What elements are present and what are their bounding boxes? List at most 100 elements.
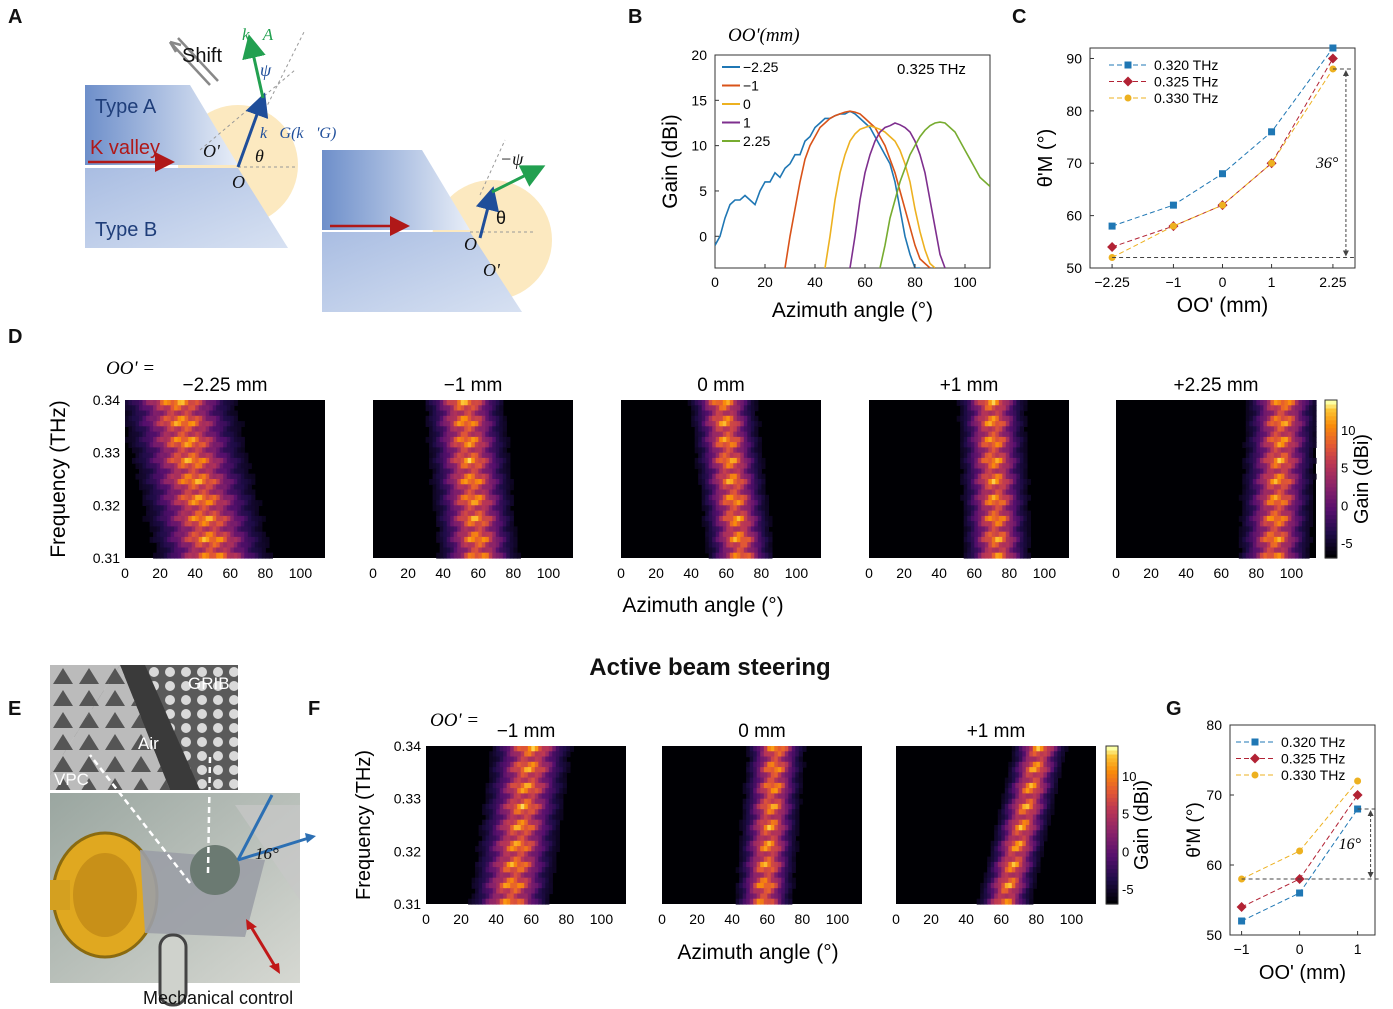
legend-entry: 2.25 xyxy=(743,133,770,149)
x-tick-label: 100 xyxy=(289,565,313,581)
y-tick-label: 0.31 xyxy=(93,550,120,566)
x-tick-label: 40 xyxy=(488,911,504,927)
heatmap-title: −1 mm xyxy=(497,721,556,742)
y-tick-label: 50 xyxy=(1206,927,1222,943)
x-tick-label: 0 xyxy=(658,911,666,927)
series-line xyxy=(1112,59,1333,248)
x-tick-label: 0 xyxy=(121,565,129,581)
lead-label: OO' = xyxy=(106,358,155,379)
y-tick-label: 5 xyxy=(699,183,707,199)
x-tick-label: 60 xyxy=(222,565,238,581)
data-point xyxy=(1329,45,1336,52)
x-tick-label: 40 xyxy=(435,565,451,581)
x-tick-label: 60 xyxy=(470,565,486,581)
data-point xyxy=(1170,202,1177,209)
o-prime-label-2: O' xyxy=(483,260,501,280)
y-tick-label: 0 xyxy=(699,228,707,244)
x-tick-label: 0 xyxy=(1296,941,1304,957)
angle-label: 16° xyxy=(255,844,279,863)
y-tick-label: 0.34 xyxy=(93,392,120,408)
data-point xyxy=(1237,902,1247,912)
x-tick-label: 60 xyxy=(759,911,775,927)
x-tick-label: −1 xyxy=(1234,941,1250,957)
x-tick-label: 0 xyxy=(422,911,430,927)
panel-e-photo: GRIB Air VPC 16° xyxy=(50,665,340,1008)
legend-marker xyxy=(1252,772,1259,779)
annotation: 36° xyxy=(1315,155,1339,172)
colorbar-tick: 0 xyxy=(1341,498,1348,513)
data-point xyxy=(1296,848,1303,855)
x-tick-label: 0 xyxy=(1219,274,1227,290)
series-line xyxy=(785,111,930,268)
x-tick-label: 0 xyxy=(1112,565,1120,581)
x-tick-label: 20 xyxy=(757,274,773,290)
x-tick-label: −1 xyxy=(1165,274,1181,290)
x-tick-label: 40 xyxy=(807,274,823,290)
legend-entry: 1 xyxy=(743,115,751,131)
legend-marker xyxy=(1252,739,1259,746)
legend-marker xyxy=(1123,77,1133,87)
x-tick-label: 100 xyxy=(1060,911,1084,927)
heatmap-title: 0 mm xyxy=(738,721,786,742)
y-tick-label: 0.33 xyxy=(394,791,421,807)
x-tick-label: 20 xyxy=(689,911,705,927)
x-tick-label: 0 xyxy=(711,274,719,290)
lead-label: OO' = xyxy=(430,710,479,731)
x-tick-label: −2.25 xyxy=(1094,274,1130,290)
y-axis-label: Gain (dBi) xyxy=(659,114,682,209)
data-point xyxy=(1219,170,1226,177)
y-tick-label: 0.34 xyxy=(394,738,421,754)
y-axis-label: θ'M (°) xyxy=(1035,129,1057,187)
y-axis-label: θ'M (°) xyxy=(1184,802,1205,858)
legend-entry: 0.325 THz xyxy=(1281,751,1345,767)
k-valley-label: K valley xyxy=(90,137,160,159)
data-point xyxy=(1328,53,1338,63)
panel-label-a: A xyxy=(8,6,22,29)
type-a-region-2 xyxy=(322,150,470,230)
legend-entry: 0 xyxy=(743,96,751,112)
x-tick-label: 0 xyxy=(865,565,873,581)
vpc-label: VPC xyxy=(54,770,89,789)
x-axis-label: Azimuth angle (°) xyxy=(772,299,933,322)
legend-entry: −2.25 xyxy=(743,59,779,75)
x-tick-label: 80 xyxy=(795,911,811,927)
data-point xyxy=(1296,890,1303,897)
y-tick-label: 80 xyxy=(1206,717,1222,733)
y-tick-label: 10 xyxy=(691,138,707,154)
series-line xyxy=(1112,69,1333,258)
neg-psi-label: −ψ xyxy=(500,149,524,169)
colorbar-tick: -5 xyxy=(1122,882,1134,897)
x-tick-label: 60 xyxy=(1213,565,1229,581)
x-tick-label: 80 xyxy=(754,565,770,581)
x-tick-label: 60 xyxy=(718,565,734,581)
data-point xyxy=(1109,223,1116,230)
legend-entry: 0.325 THz xyxy=(1154,74,1218,90)
colorbar-tick: -5 xyxy=(1341,536,1353,551)
x-tick-label: 20 xyxy=(152,565,168,581)
x-tick-label: 60 xyxy=(966,565,982,581)
legend-marker xyxy=(1125,62,1132,69)
panel-a-schematic: Shift Type A K valley Type B k⃗A k⃗G(k⃗'… xyxy=(60,10,620,320)
x-tick-label: 20 xyxy=(896,565,912,581)
x-tick-label: 60 xyxy=(993,911,1009,927)
x-tick-label: 20 xyxy=(648,565,664,581)
y-tick-label: 70 xyxy=(1066,155,1082,171)
x-tick-label: 80 xyxy=(506,565,522,581)
panel-label-e: E xyxy=(8,698,21,721)
y-tick-label: 0.31 xyxy=(394,896,421,912)
legend-entry: 0.330 THz xyxy=(1154,90,1218,106)
legend-entry: 0.320 THz xyxy=(1154,57,1218,73)
y-tick-label: 90 xyxy=(1066,50,1082,66)
x-tick-label: 100 xyxy=(826,911,850,927)
y-tick-label: 0.32 xyxy=(93,497,120,513)
x-tick-label: 100 xyxy=(537,565,561,581)
lens xyxy=(190,845,240,895)
heatmap-title: 0 mm xyxy=(697,375,745,396)
